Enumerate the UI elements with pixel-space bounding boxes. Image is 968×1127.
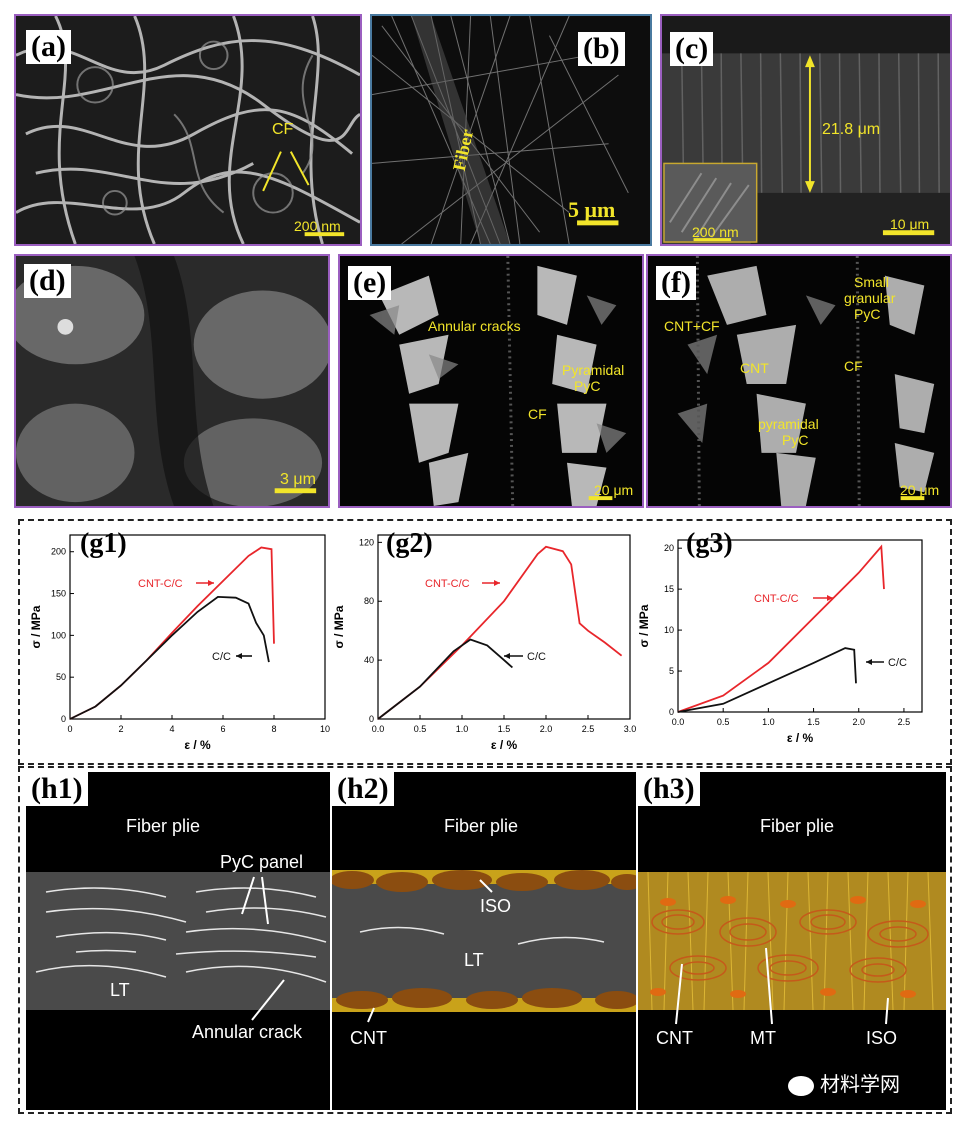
mt-label-h3: MT [750, 1028, 776, 1048]
cf-label-f: CF [844, 358, 863, 374]
panel-label-b: (b) [578, 32, 625, 66]
panel-h1: (h1) Fiber plie PyC panel LT Annular cra… [26, 772, 330, 1110]
cnt-label-h3: CNT [656, 1028, 693, 1048]
cf-label: CF [272, 121, 294, 138]
fiber-plie-label-h2: Fiber plie [444, 816, 519, 836]
chart-label-g1: (g1) [80, 528, 127, 559]
panel-label-d: (d) [24, 264, 71, 298]
optical-image-f [648, 256, 950, 506]
watermark-text: 材料学网 [820, 1072, 900, 1096]
pyc-label-f2: PyC [782, 432, 809, 448]
panel-label-h3: (h3) [638, 772, 700, 806]
pyramidal-label: Pyramidal [562, 362, 625, 378]
granular-label: granular [844, 290, 896, 306]
panel-label-h2: (h2) [332, 772, 394, 806]
small-label: Small [854, 274, 890, 290]
panel-d: (d) 3 μm [14, 254, 330, 508]
chart-group [18, 519, 952, 765]
scale-bar-c: 10 μm [890, 216, 930, 232]
panel-label-h1: (h1) [26, 772, 88, 806]
scale-bar-a: 200 nm [294, 218, 341, 234]
scale-bar-f: 20 μm [900, 482, 940, 498]
panel-h2: (h2) Fiber plie ISO LT CNT [332, 772, 636, 1110]
pyc-panel-label: PyC panel [220, 852, 304, 872]
sem-image-a [16, 16, 360, 244]
panel-label-c: (c) [670, 32, 714, 66]
schematic-h2 [332, 772, 636, 1110]
schematic-h1 [26, 772, 330, 1110]
lt-label-h1: LT [110, 980, 130, 1000]
fiber-plie-label-h3: Fiber plie [760, 816, 835, 836]
panel-label-a: (a) [26, 30, 71, 64]
annular-crack-label: Annular crack [192, 1022, 303, 1042]
cf-label-e: CF [528, 406, 547, 422]
pyc-label-e: PyC [574, 378, 601, 394]
schematic-h3 [638, 772, 946, 1110]
sem-image-d [16, 256, 328, 506]
iso-label-h2: ISO [480, 896, 512, 916]
fiber-plie-label-h1: Fiber plie [126, 816, 201, 836]
panel-label-e: (e) [348, 266, 392, 300]
pyramidal-label-f: pyramidal [758, 416, 819, 432]
chart-label-g3: (g3) [686, 528, 733, 559]
panel-c: (c) 21.8 μm 200 nm 10 μm [660, 14, 952, 246]
wechat-icon [788, 1075, 814, 1096]
annular-cracks-label: Annular cracks [428, 318, 521, 334]
watermark: 材料学网 [788, 1068, 900, 1097]
chart-label-g2: (g2) [386, 528, 433, 559]
thickness-label: 21.8 μm [822, 121, 881, 138]
iso-label-h3: ISO [866, 1028, 898, 1048]
inset-scale-bar: 200 nm [692, 224, 739, 240]
pyc-label-f1: PyC [854, 306, 881, 322]
cnt-cf-label: CNT+CF [664, 318, 720, 334]
schematic-group [18, 766, 952, 1114]
scale-bar-e: 20 μm [594, 482, 634, 498]
scale-bar-d: 3 μm [280, 471, 316, 488]
panel-a: (a) CF 200 nm [14, 14, 362, 246]
cnt-label-f: CNT [740, 360, 769, 376]
scale-bar-b: 5 μm [568, 197, 616, 222]
panel-h3: (h3) Fiber plie CNT MT ISO 材料学网 [638, 772, 946, 1110]
lt-label-h2: LT [464, 950, 484, 970]
panel-e: (e) Annular cracks Pyramidal PyC CF 20 μ… [338, 254, 644, 508]
panel-b: (b) Fiber 5 μm [370, 14, 652, 246]
panel-f: (f) CNT+CF CNT Small granular PyC CF pyr… [646, 254, 952, 508]
panel-label-f: (f) [656, 266, 696, 300]
cnt-label-h2: CNT [350, 1028, 387, 1048]
